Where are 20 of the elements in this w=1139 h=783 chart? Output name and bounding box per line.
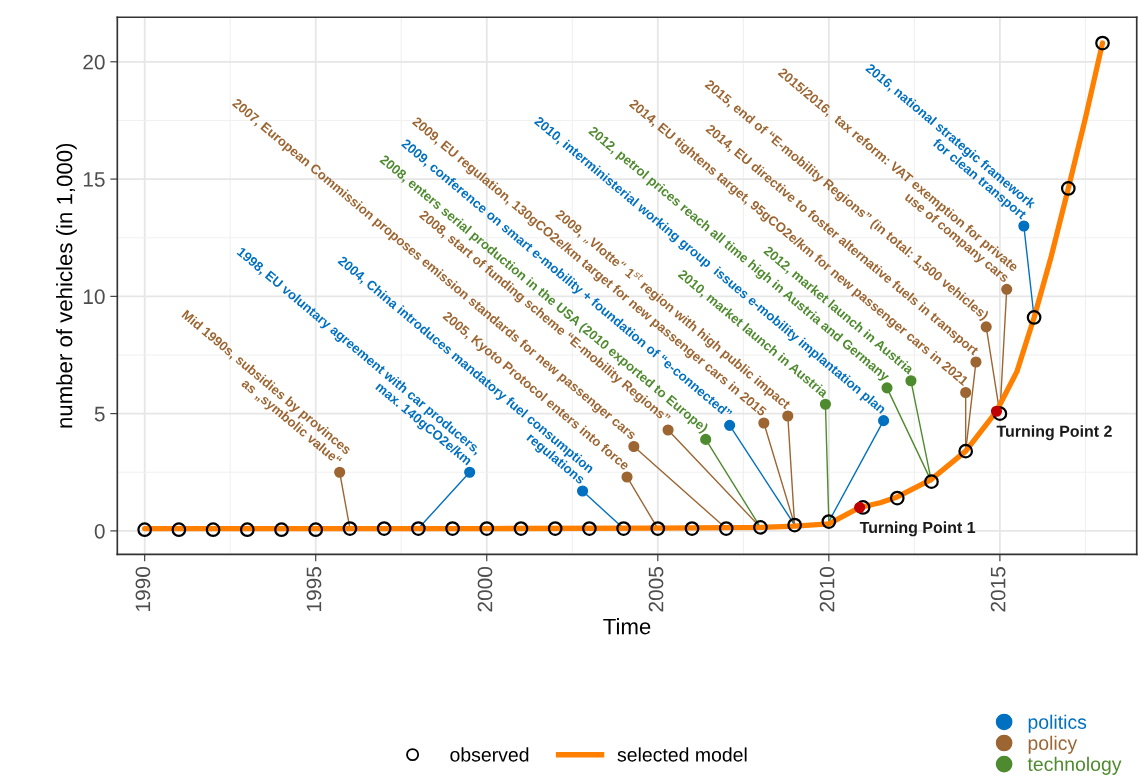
y-tick-label: 10 <box>83 289 105 305</box>
legend-label: observed <box>450 747 529 762</box>
x-tick-label: 2000 <box>477 566 493 612</box>
annotation: Turning Point 1 <box>859 521 976 537</box>
y-axis-title: number of vehicles (in 1,000) <box>56 143 77 428</box>
x-tick-label: 1990 <box>135 566 151 611</box>
legend-label: selected model <box>617 747 747 762</box>
x-tick-label: 1995 <box>306 567 322 611</box>
legend-label: policy <box>1028 735 1078 754</box>
legend-label: technology <box>1027 756 1122 775</box>
x-tick-label: 2005 <box>648 567 664 612</box>
y-tick-label: 0 <box>94 523 105 539</box>
y-tick-label: 20 <box>83 54 105 70</box>
x-tick-label: 2010 <box>819 566 835 612</box>
x-tick-label: 2015 <box>990 567 1006 612</box>
legend-label: politics <box>1028 714 1087 733</box>
x-axis-title: Time <box>603 618 651 635</box>
y-tick-label: 15 <box>83 172 105 187</box>
annotation: Turning Point 2 <box>996 425 1112 441</box>
y-tick-label: 5 <box>94 406 105 422</box>
